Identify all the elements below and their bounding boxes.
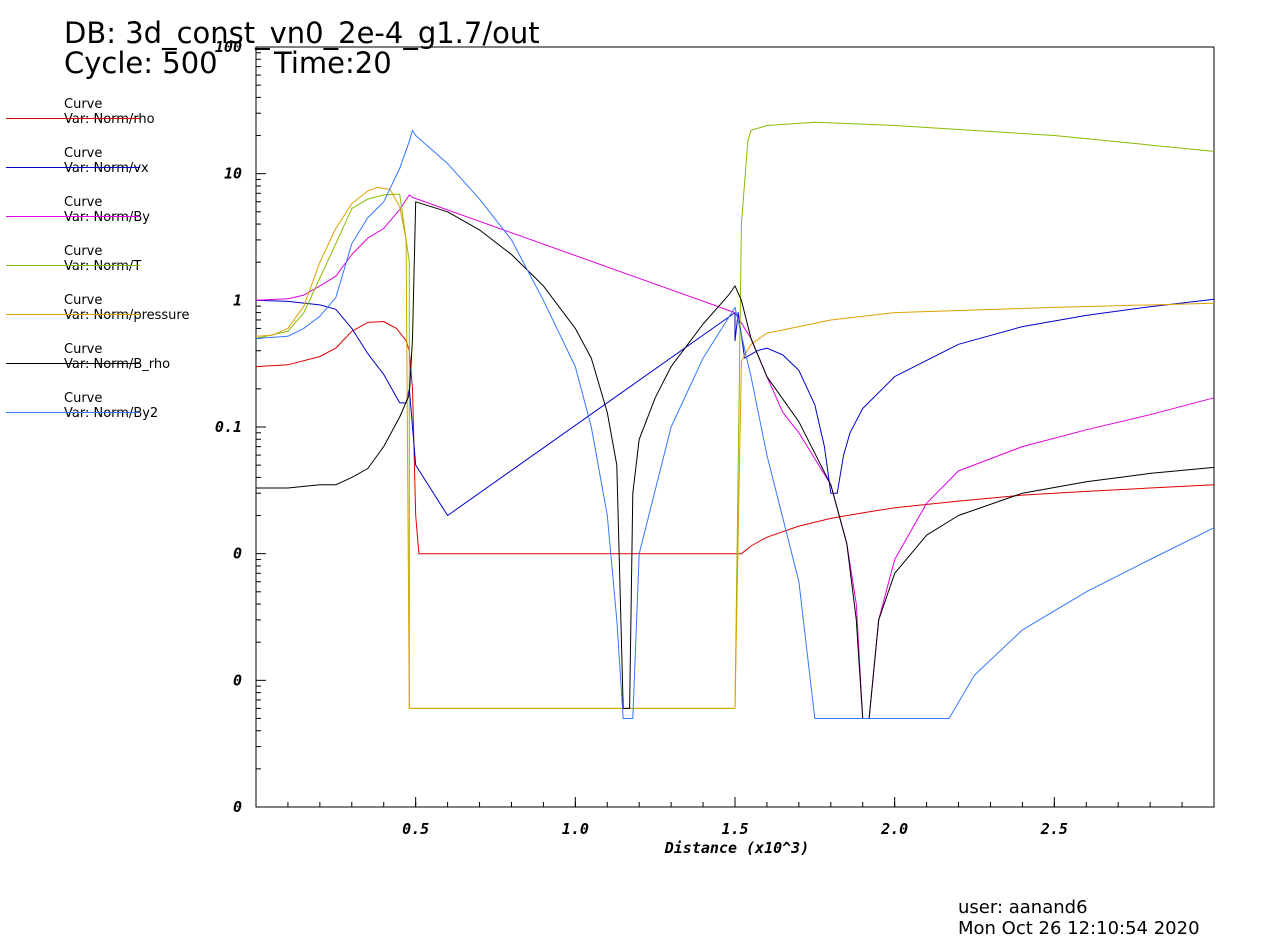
series-line (255, 194, 1215, 719)
series-line (256, 201, 1215, 719)
legend-swatch (6, 314, 140, 315)
legend-entry: Curve Var: Norm/vx (6, 146, 196, 186)
y-tick-label: 1 (233, 291, 242, 309)
legend-swatch (6, 118, 140, 119)
cycle-label: Cycle: 500 (64, 46, 218, 80)
legend-var-label: Var: Norm/rho (64, 112, 155, 127)
series-line (255, 186, 1215, 709)
x-axis-title: Distance (x10^3) (664, 839, 810, 857)
y-tick-label: 0 (233, 798, 242, 816)
legend-var-label: Var: Norm/vx (64, 161, 149, 176)
y-tick-label: 10 (224, 165, 242, 183)
legend-curve-label: Curve (64, 146, 103, 161)
legend-curve-label: Curve (64, 195, 103, 210)
legend-curve-label: Curve (64, 97, 103, 112)
legend-swatch (6, 265, 140, 266)
legend-var-label: Var: Norm/By2 (64, 406, 159, 421)
x-tick-label: 0.5 (402, 820, 429, 838)
legend-curve-label: Curve (64, 391, 103, 406)
y-tick-label: 100 (215, 38, 242, 56)
major-ticks (256, 46, 1055, 808)
legend-curve-label: Curve (64, 342, 103, 357)
x-tick-label: 2.5 (1040, 820, 1068, 838)
legend-swatch (6, 167, 140, 168)
legend-entry: Curve Var: Norm/pressure (6, 293, 196, 333)
legend-var-label: Var: Norm/T (64, 259, 142, 274)
legend-var-label: Var: Norm/B_rho (64, 357, 171, 372)
legend-entry: Curve Var: Norm/By (6, 195, 196, 235)
series-line (255, 129, 1215, 719)
footer-user: user: aanand6 (958, 897, 1088, 918)
legend-swatch (6, 363, 140, 364)
database-title: DB: 3d_const_vn0_2e-4_g1.7/out (64, 16, 540, 50)
time-label: Time:20 (274, 46, 392, 80)
legend-var-label: Var: Norm/pressure (64, 308, 190, 323)
x-tick-label: 1.0 (562, 820, 589, 838)
x-tick-label: 1.5 (721, 820, 748, 838)
legend-entry: Curve Var: Norm/By2 (6, 391, 196, 431)
y-tick-label: 0 (233, 671, 242, 689)
legend-entry: Curve Var: Norm/T (6, 244, 196, 284)
legend-var-label: Var: Norm/By (64, 210, 150, 225)
legend-curve-label: Curve (64, 244, 103, 259)
series-line (255, 321, 1215, 555)
tick-labels: 0.5 1.0 1.5 2.0 2.5 0 0 0 0.1 1 10 100 (215, 38, 1068, 838)
series-line (255, 298, 1215, 516)
legend-swatch (6, 216, 140, 217)
y-tick-label: 0.1 (215, 418, 242, 436)
legend-entry: Curve Var: Norm/rho (6, 97, 196, 137)
x-tick-label: 2.0 (880, 820, 908, 838)
legend-swatch (6, 412, 140, 413)
y-tick-label: 0 (233, 545, 242, 563)
curves (255, 121, 1215, 719)
minor-ticks (256, 52, 1183, 807)
legend-curve-label: Curve (64, 293, 103, 308)
legend-entry: Curve Var: Norm/B_rho (6, 342, 196, 382)
footer-date: Mon Oct 26 12:10:54 2020 (958, 918, 1200, 939)
